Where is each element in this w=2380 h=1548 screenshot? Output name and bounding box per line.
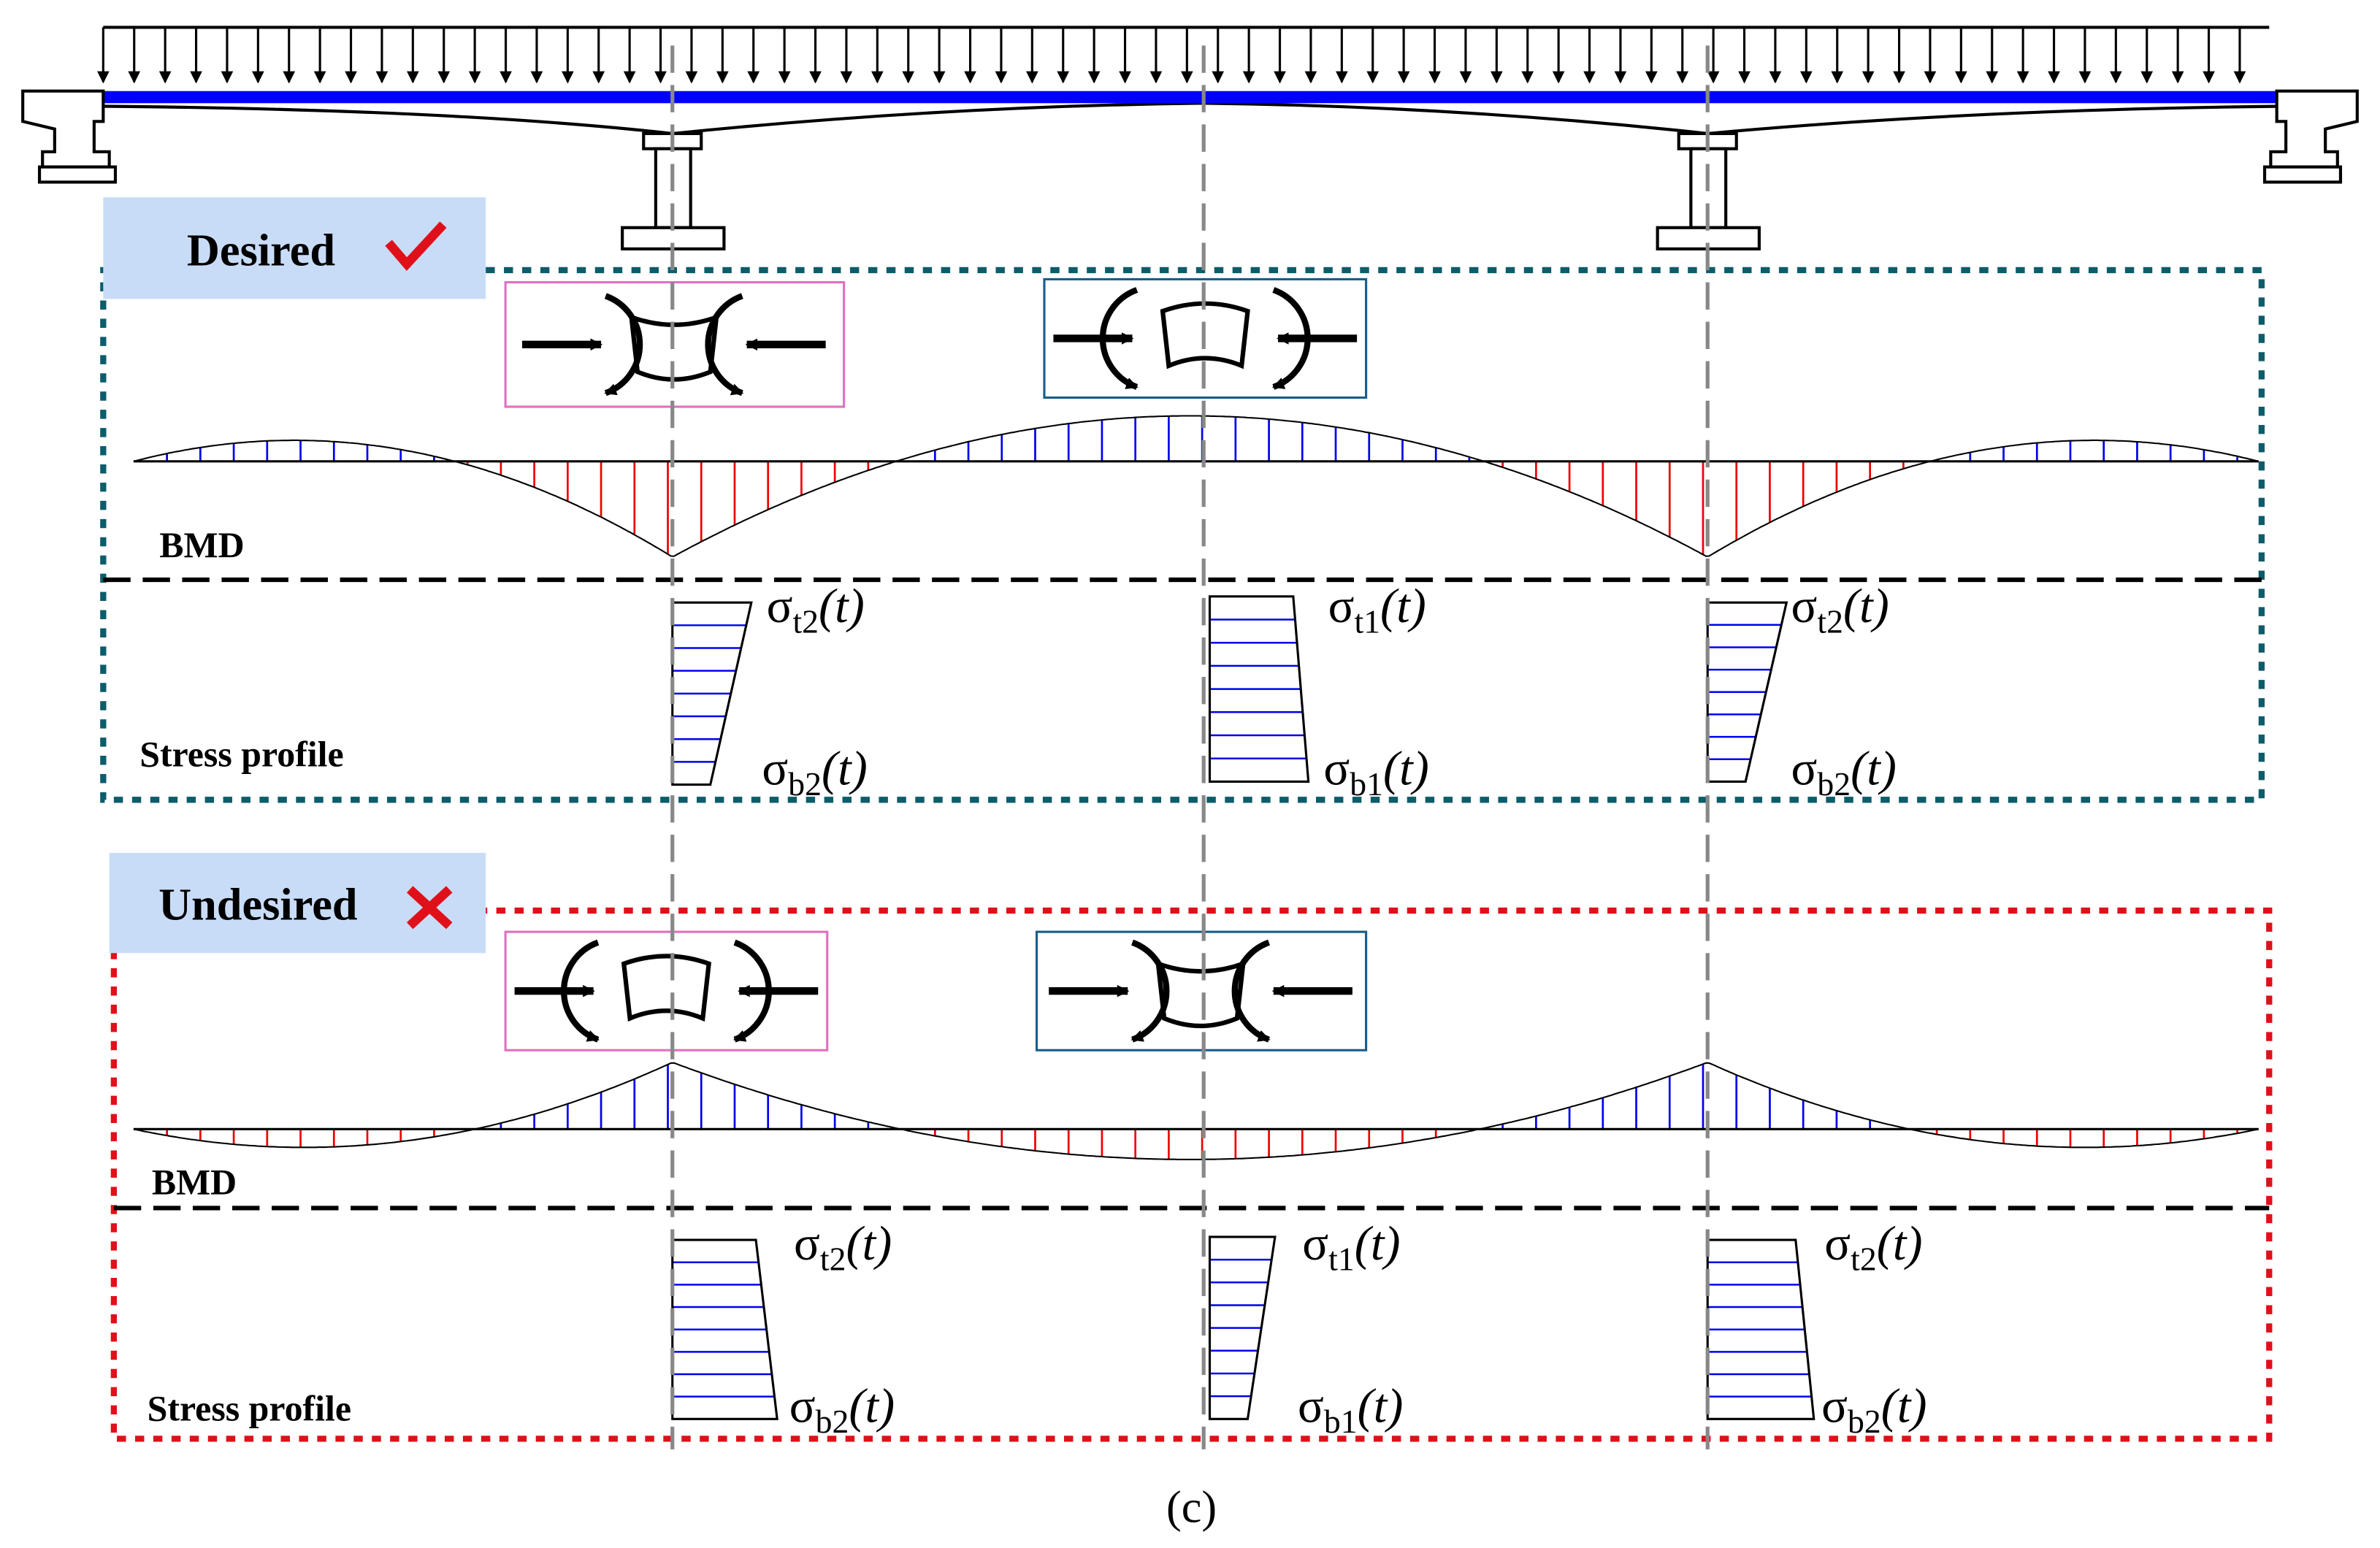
sigma-symbol: σ	[1791, 743, 1818, 796]
sigma-symbol: σ	[1323, 743, 1350, 796]
moment-arrow	[1130, 939, 1170, 1043]
sigma-symbol: σ	[1791, 580, 1818, 633]
sigma-argument: (t)	[1383, 743, 1429, 796]
stress-label: σt2(t)	[767, 580, 865, 640]
stress-label: σb2(t)	[1821, 1379, 1926, 1440]
sigma-argument: (t)	[819, 580, 865, 633]
sigma-argument: (t)	[1843, 580, 1889, 633]
sigma-argument: (t)	[1380, 580, 1426, 633]
moment-icon	[514, 939, 819, 1043]
bmd-label: BMD	[152, 1162, 237, 1203]
check-icon	[385, 221, 447, 272]
stress-label: Stress profile	[148, 1388, 351, 1428]
beam-element	[621, 954, 712, 1022]
sigma-symbol: σ	[1821, 1379, 1848, 1433]
stress-label: σb1(t)	[1298, 1379, 1403, 1440]
sigma-subscript: t2	[820, 1241, 846, 1278]
bmd-label: BMD	[159, 525, 244, 565]
sigma-argument: (t)	[822, 743, 868, 796]
sigma-subscript: b2	[1817, 765, 1851, 802]
icon-box	[504, 930, 829, 1051]
sigma-symbol: σ	[789, 1379, 816, 1433]
moment-arrow	[604, 293, 643, 396]
panel-label: Undesired	[158, 880, 358, 930]
sigma-subscript: t1	[1328, 1241, 1355, 1278]
beam-element	[1155, 960, 1246, 1029]
sigma-symbol: σ	[794, 1217, 820, 1271]
sigma-symbol: σ	[1302, 1217, 1328, 1271]
sigma-argument: (t)	[1881, 1379, 1927, 1433]
panel-label: Desired	[187, 226, 335, 276]
stress-label: σb2(t)	[1791, 743, 1897, 803]
stress-label: σt1(t)	[1328, 580, 1426, 640]
undesired-frame	[110, 907, 2273, 1442]
moment-arrow	[733, 939, 772, 1043]
sigma-symbol: σ	[762, 743, 788, 796]
stress-label: σt2(t)	[1824, 1217, 1922, 1278]
sigma-argument: (t)	[1355, 1217, 1401, 1271]
moment-arrow	[1271, 287, 1311, 390]
sigma-symbol: σ	[1298, 1379, 1324, 1433]
moment-arrow	[561, 939, 600, 1043]
distributed-load	[97, 26, 2270, 84]
stress-label: σb2(t)	[789, 1379, 895, 1440]
stress-label: σt2(t)	[1791, 580, 1889, 640]
caption: (c)	[1166, 1482, 1217, 1533]
moment-arrow	[1231, 939, 1271, 1043]
stress-label: σt2(t)	[794, 1217, 892, 1278]
bmd-curve	[133, 415, 2259, 557]
sigma-argument: (t)	[849, 1379, 895, 1433]
stress-label: σb1(t)	[1323, 743, 1428, 803]
moment-icon	[1049, 939, 1352, 1043]
sigma-argument: (t)	[1358, 1379, 1404, 1433]
sigma-subscript: t2	[1851, 1241, 1877, 1278]
stress-profile	[1208, 595, 1310, 783]
sigma-subscript: t2	[1817, 603, 1843, 640]
bridge	[21, 89, 2359, 250]
sigma-subscript: t1	[1354, 603, 1380, 640]
moment-arrow	[1099, 287, 1139, 390]
sigma-symbol: σ	[1328, 580, 1355, 633]
icon-box	[1036, 930, 1368, 1051]
desired-frame	[100, 267, 2265, 803]
sigma-argument: (t)	[1851, 743, 1897, 796]
sigma-symbol: σ	[1824, 1217, 1851, 1271]
sigma-symbol: σ	[767, 580, 793, 633]
sigma-subscript: b2	[816, 1403, 849, 1440]
sigma-subscript: b1	[1350, 765, 1383, 802]
stress-profile	[1208, 1235, 1277, 1420]
moment-arrow	[705, 293, 744, 396]
bmd-curve	[133, 1062, 2259, 1160]
cross-icon	[406, 886, 453, 930]
icon-box	[1043, 277, 1368, 399]
stress-label: σt1(t)	[1302, 1217, 1400, 1278]
stress-label: Stress profile	[139, 735, 343, 775]
sigma-argument: (t)	[846, 1217, 892, 1271]
sigma-subscript: b1	[1324, 1403, 1358, 1440]
stress-label: σb2(t)	[762, 743, 867, 803]
sigma-subscript: t2	[792, 603, 819, 640]
sigma-subscript: b2	[1848, 1403, 1881, 1440]
sigma-subscript: b2	[788, 765, 822, 802]
sigma-argument: (t)	[1877, 1217, 1923, 1271]
icon-box	[504, 281, 846, 408]
